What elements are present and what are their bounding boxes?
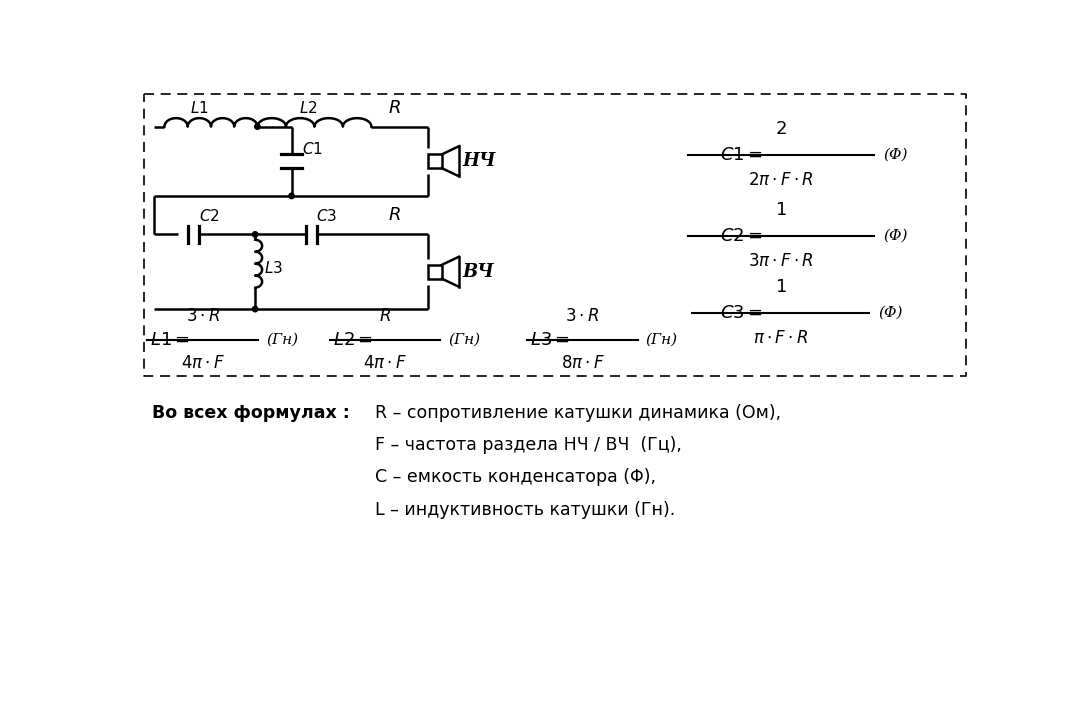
Text: (Φ): (Φ) <box>878 306 903 320</box>
Bar <box>428 265 442 279</box>
Circle shape <box>253 307 258 312</box>
Text: $8\pi\cdot F$: $8\pi\cdot F$ <box>561 355 605 373</box>
Text: Во всех формулах :: Во всех формулах : <box>152 404 350 422</box>
Text: $R$: $R$ <box>379 307 391 325</box>
Text: (Φ): (Φ) <box>882 229 907 243</box>
Text: $C3$: $C3$ <box>316 207 337 224</box>
Text: $4\pi\cdot F$: $4\pi\cdot F$ <box>180 355 225 373</box>
Text: $\pi\cdot F\cdot R$: $\pi\cdot F\cdot R$ <box>753 330 808 347</box>
Text: L – индуктивность катушки (Гн).: L – индуктивность катушки (Гн). <box>375 500 675 519</box>
Text: (Гн): (Гн) <box>266 333 298 347</box>
Text: $1$: $1$ <box>774 201 786 219</box>
Text: ВЧ: ВЧ <box>462 262 494 281</box>
Text: НЧ: НЧ <box>462 152 496 170</box>
Text: $L3$: $L3$ <box>264 260 283 276</box>
Text: $3\cdot R$: $3\cdot R$ <box>186 307 220 325</box>
Text: $R$: $R$ <box>388 99 401 117</box>
Text: $C2$: $C2$ <box>199 207 219 224</box>
Circle shape <box>288 193 294 199</box>
Text: (Φ): (Φ) <box>882 148 907 162</box>
Text: (Гн): (Гн) <box>448 333 481 347</box>
Text: $L1$: $L1$ <box>190 100 208 116</box>
Text: $2$: $2$ <box>774 120 786 138</box>
Text: $4\pi\cdot F$: $4\pi\cdot F$ <box>363 355 407 373</box>
Text: F – частота раздела НЧ / ВЧ  (Гц),: F – частота раздела НЧ / ВЧ (Гц), <box>375 436 683 454</box>
Text: (Гн): (Гн) <box>646 333 678 347</box>
Text: $1$: $1$ <box>774 278 786 296</box>
Text: $L2$: $L2$ <box>298 100 318 116</box>
Text: $3\cdot R$: $3\cdot R$ <box>566 307 599 325</box>
Text: C – емкость конденсатора (Φ),: C – емкость конденсатора (Φ), <box>375 468 657 486</box>
Bar <box>428 154 442 168</box>
Text: $L3=$: $L3=$ <box>530 331 570 349</box>
Text: $C1$: $C1$ <box>302 142 323 157</box>
Text: $3\pi\cdot F\cdot R$: $3\pi\cdot F\cdot R$ <box>747 253 813 270</box>
Text: $C1=$: $C1=$ <box>720 146 762 164</box>
Text: $2\pi\cdot F\cdot R$: $2\pi\cdot F\cdot R$ <box>747 172 813 189</box>
Text: $L1=$: $L1=$ <box>150 331 190 349</box>
Circle shape <box>253 232 258 237</box>
Text: $C2=$: $C2=$ <box>720 227 762 245</box>
Text: $R$: $R$ <box>388 207 401 225</box>
Text: $C3=$: $C3=$ <box>720 304 762 322</box>
Circle shape <box>255 124 260 129</box>
Text: R – сопротивление катушки динамика (Ом),: R – сопротивление катушки динамика (Ом), <box>375 404 781 422</box>
Text: $L2=$: $L2=$ <box>333 331 373 349</box>
